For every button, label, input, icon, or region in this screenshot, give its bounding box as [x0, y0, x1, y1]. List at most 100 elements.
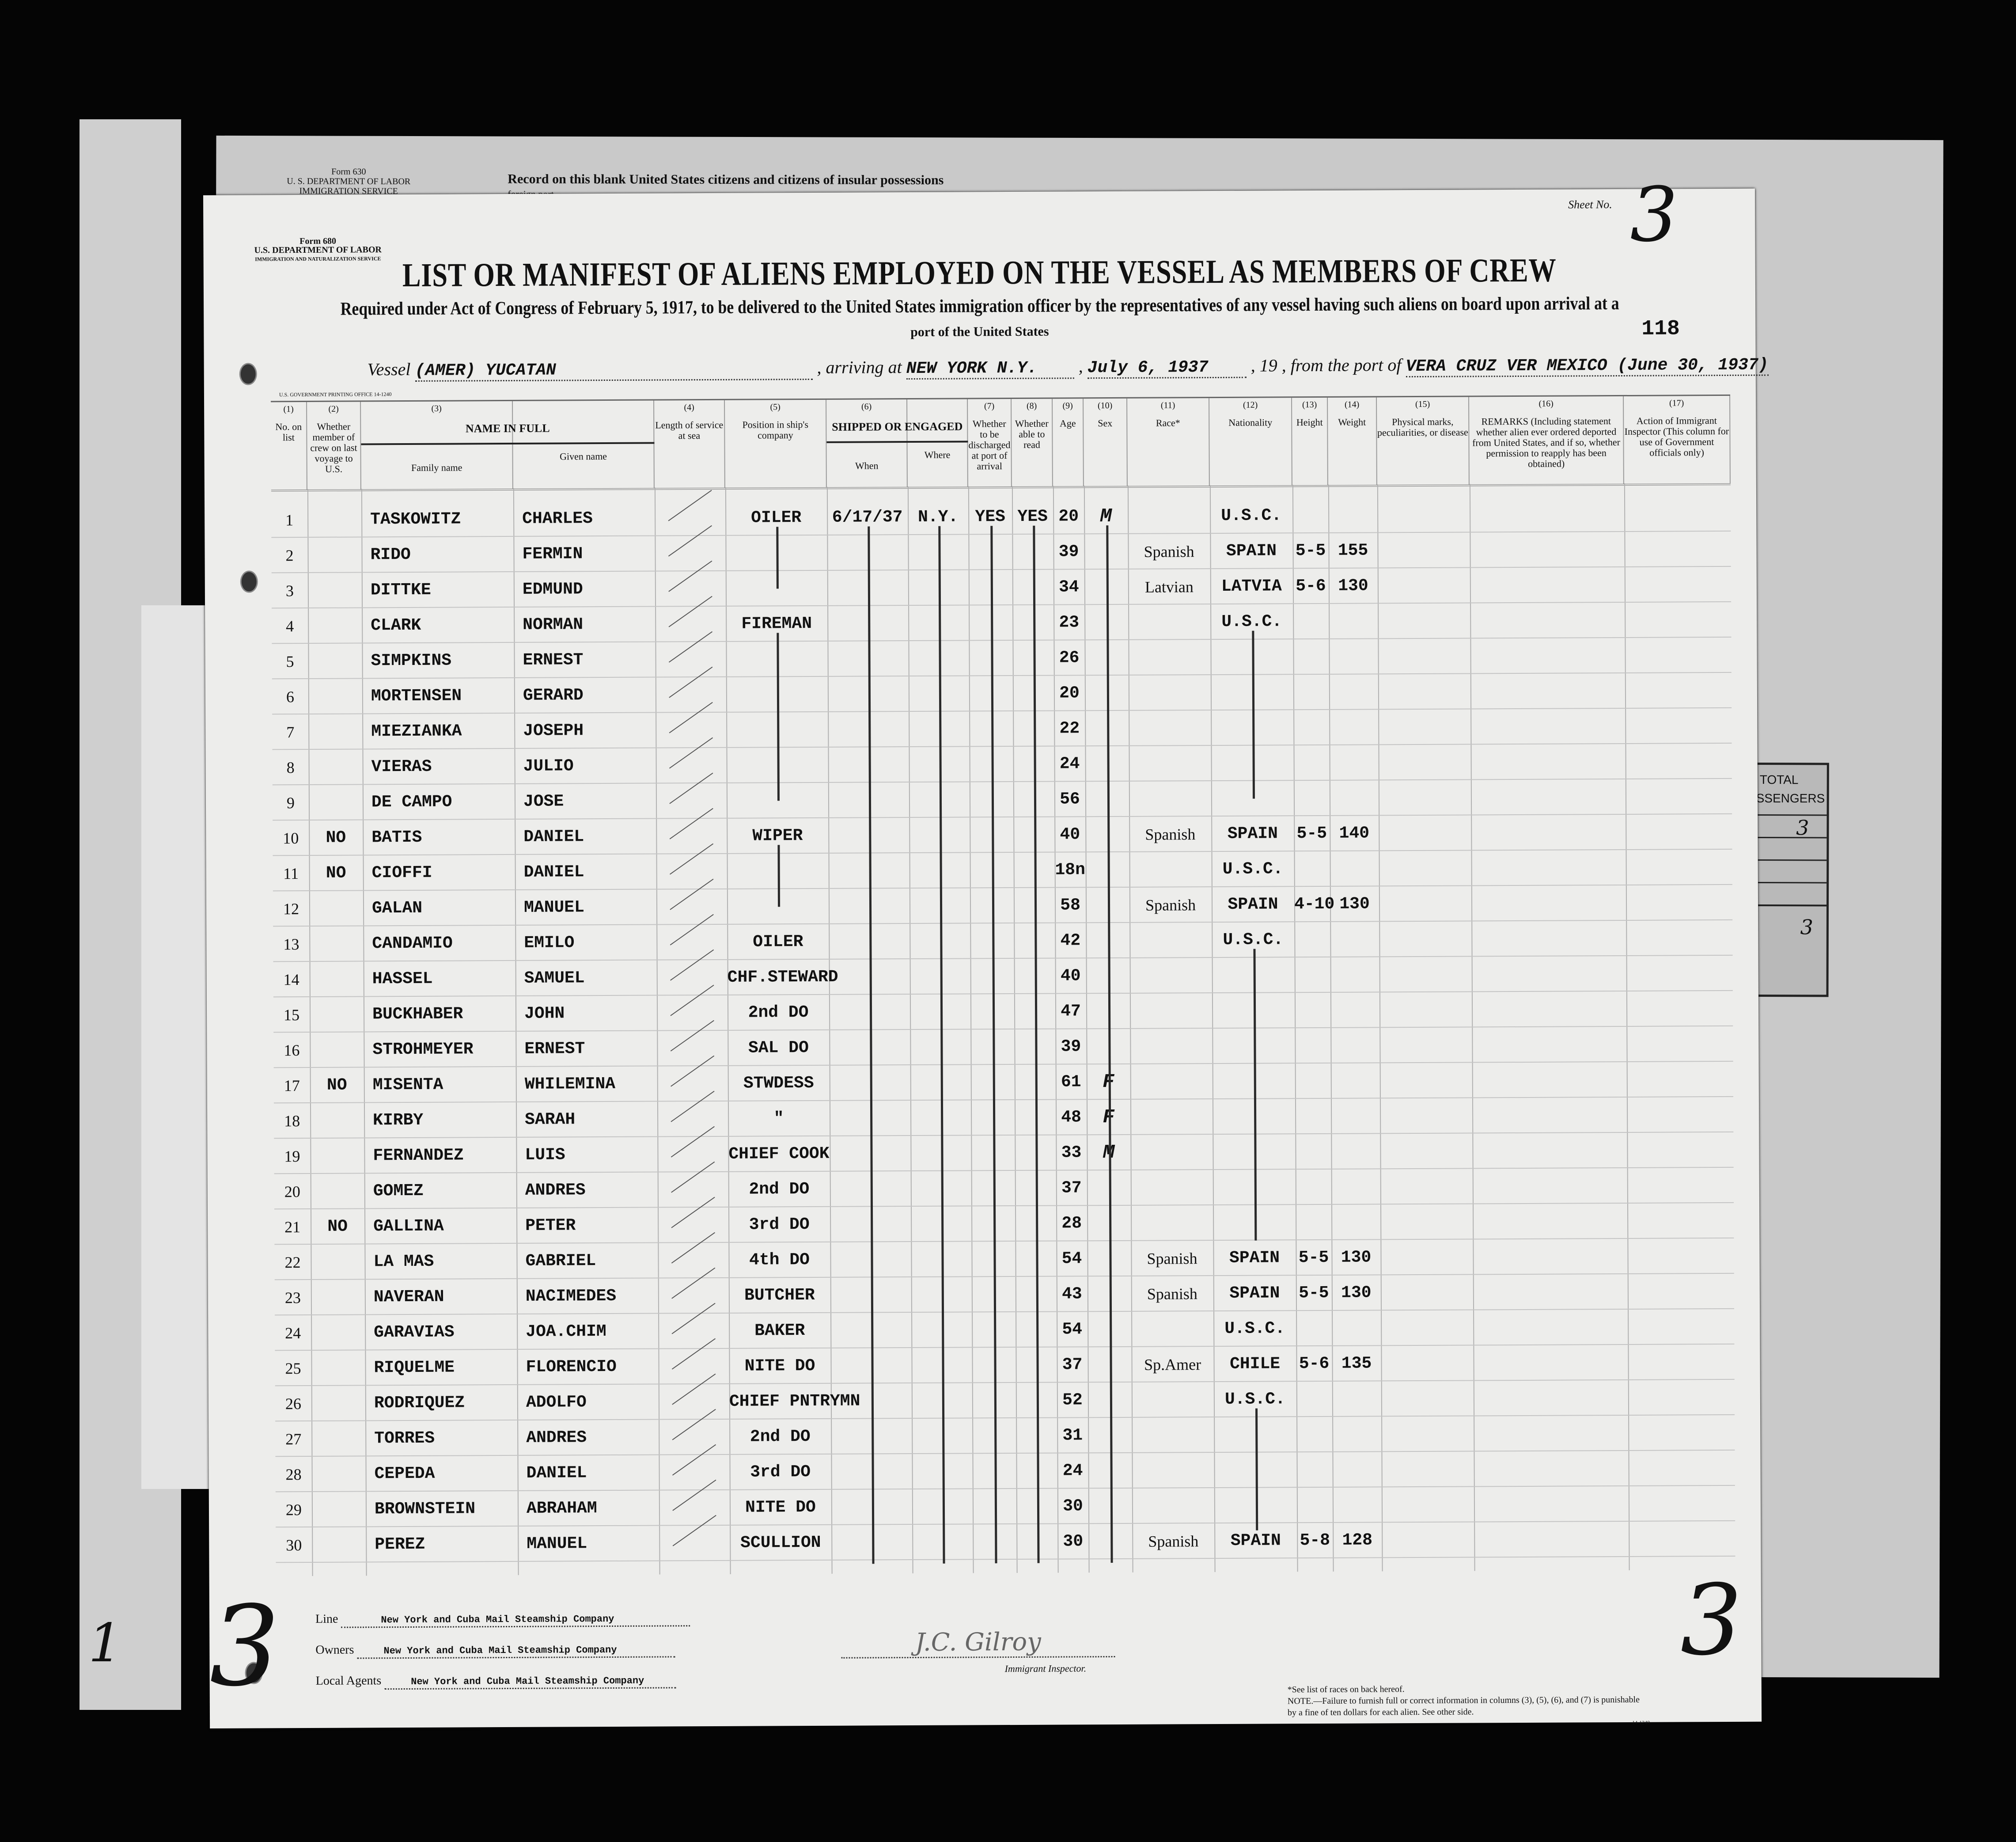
cell-position: 4th DO	[749, 1250, 810, 1270]
printer-note: U.S. GOVERNMENT PRINTING OFFICE 14-1240	[279, 391, 392, 398]
cell-weight: 130	[1338, 576, 1368, 596]
cell-prior-voyage	[310, 1138, 364, 1174]
cell-family-name: VIERAS	[371, 757, 432, 777]
cell-position: STWDESS	[743, 1073, 814, 1093]
table-row: 8 VIERAS JULIO 24	[272, 737, 1732, 786]
cell-given-name: JULIO	[523, 756, 574, 776]
cell-given-name: GERARD	[523, 686, 584, 705]
cell-no: 4	[286, 617, 294, 635]
column-label: Race*	[1156, 417, 1180, 429]
cell-no: 6	[286, 688, 295, 706]
cell-weight: 155	[1338, 541, 1368, 560]
column-label: Whether to be discharged at port of arri…	[968, 418, 1011, 472]
cell-family-name: BROWNSTEIN	[374, 1499, 476, 1519]
cell-age: 37	[1061, 1178, 1082, 1198]
cell-race	[1128, 498, 1210, 534]
cell-prior-voyage	[311, 1174, 364, 1209]
races-note: *See list of races on back hereof.	[1287, 1684, 1405, 1695]
column-label: Nationality	[1228, 417, 1273, 428]
line-label: Line	[315, 1612, 338, 1626]
cell-weight	[1329, 604, 1378, 639]
cell-height	[1293, 710, 1329, 745]
cell-no: 17	[284, 1077, 300, 1095]
cell-height	[1293, 675, 1329, 710]
punch-hole	[239, 363, 257, 385]
cell-race	[1130, 1029, 1212, 1064]
cell-age: 34	[1058, 577, 1079, 597]
table-row: 10 NO BATIS DANIEL WIPER 40 Spanish SPAIN 5-5 140	[273, 808, 1732, 856]
column-header-able-to-read: (8) Whether able to read	[1012, 399, 1053, 487]
cell-age: 54	[1061, 1249, 1082, 1269]
column-number: (17)	[1669, 398, 1684, 408]
cell-prior-voyage	[308, 643, 362, 679]
column-header-age: (9) Age	[1053, 399, 1084, 486]
cell-no: 5	[286, 653, 294, 671]
cell-race	[1131, 1205, 1213, 1241]
cell-height	[1295, 1099, 1331, 1134]
cell-given-name: WHILEMINA	[524, 1074, 616, 1094]
cell-family-name: SIMPKINS	[371, 651, 452, 671]
handwritten-count-left: 3	[209, 1582, 280, 1711]
cell-given-name: DANIEL	[523, 862, 584, 882]
cell-race	[1129, 746, 1211, 782]
column-header-height: (13) Height	[1292, 397, 1328, 486]
column-header-physical-marks: (15) Physical marks, peculiarities, or di…	[1377, 397, 1470, 485]
cell-prior-voyage	[311, 1244, 364, 1280]
column-number: (10)	[1097, 401, 1113, 411]
cell-given-name: LUIS	[525, 1145, 565, 1165]
cell-prior-voyage: NO	[326, 828, 346, 847]
cell-prior-voyage	[311, 1350, 365, 1386]
column-header-discharged: (7) Whether to be discharged at port of a…	[968, 399, 1012, 487]
cell-height	[1294, 851, 1330, 887]
cell-age: 48	[1061, 1108, 1082, 1127]
cell-given-name: ANDRES	[525, 1181, 586, 1200]
cell-given-name: MANUEL	[527, 1534, 587, 1553]
cell-no: 2	[285, 547, 294, 565]
year-label: , 19	[1251, 355, 1277, 376]
arriving-label: , arriving at	[817, 357, 902, 377]
cell-prior-voyage	[312, 1492, 366, 1527]
cell-race	[1130, 1135, 1213, 1170]
column-number: (4)	[684, 403, 694, 413]
cell-given-name: NORMAN	[523, 615, 584, 634]
cell-weight	[1332, 1452, 1381, 1487]
cell-no: 3	[285, 582, 294, 600]
table-row: 29 BROWNSTEIN ABRAHAM NITE DO 30	[275, 1479, 1736, 1528]
cell-given-name: NACIMEDES	[525, 1286, 617, 1306]
vessel-label: Vessel	[367, 359, 411, 380]
cell-nationality: SPAIN	[1229, 1284, 1280, 1303]
cell-height	[1295, 1134, 1331, 1170]
cell-prior-voyage	[311, 1421, 365, 1457]
cell-family-name: HASSEL	[372, 969, 433, 989]
cell-no: 23	[284, 1289, 301, 1307]
ditto-line	[777, 845, 781, 907]
cell-no: 13	[283, 935, 299, 953]
cell-age: 37	[1062, 1355, 1083, 1375]
cell-position: SAL DO	[748, 1038, 809, 1058]
handwritten-mark: 1	[88, 1613, 122, 1674]
punch-hole	[240, 570, 258, 593]
cell-prior-voyage	[310, 1103, 364, 1139]
cell-family-name: NAVERAN	[373, 1287, 444, 1307]
subtitle: Required under Act of Congress of Februa…	[340, 293, 1619, 319]
cell-prior-voyage: NO	[327, 1217, 348, 1236]
cell-weight: 128	[1342, 1531, 1373, 1550]
cell-height	[1295, 1063, 1331, 1099]
cell-race	[1129, 852, 1212, 888]
form-code: 14-1240	[1632, 1719, 1650, 1726]
column-header-race: (11) Race*	[1127, 398, 1210, 486]
table-row: 17NOMISENTAWHILEMINASTWDESS61F	[273, 1055, 1733, 1104]
cell-height	[1294, 781, 1330, 816]
cell-family-name: LA MAS	[373, 1252, 434, 1272]
cell-height: 5-5	[1295, 541, 1326, 561]
cell-given-name: DANIEL	[523, 827, 584, 847]
cell-age: 28	[1061, 1214, 1082, 1233]
column-label: Whether member of crew on last voyage to…	[310, 421, 357, 475]
cell-weight	[1333, 1487, 1382, 1523]
column-number: (3)	[431, 403, 442, 414]
cell-given-name: SARAH	[525, 1110, 576, 1129]
cell-weight	[1330, 780, 1379, 816]
cell-height	[1296, 1170, 1331, 1205]
cell-weight	[1331, 1204, 1380, 1240]
cell-age: 20	[1059, 684, 1080, 703]
